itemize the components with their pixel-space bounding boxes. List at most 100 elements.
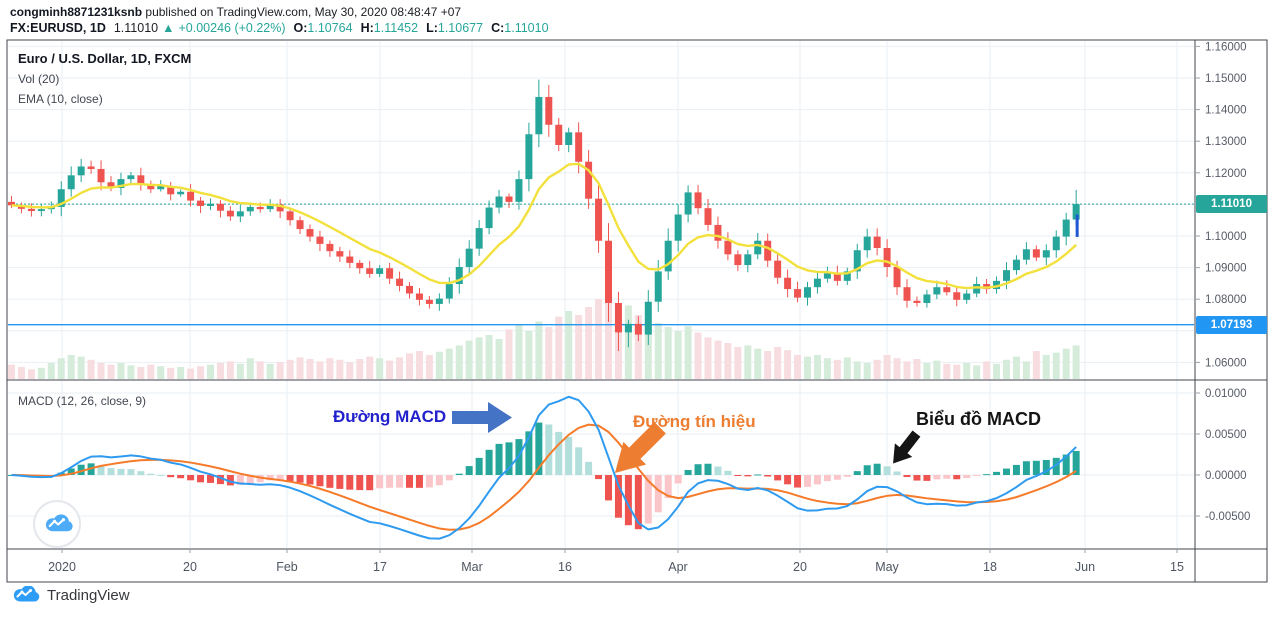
volume-bar — [216, 363, 224, 379]
candle-body — [595, 198, 603, 241]
candle-body — [1012, 259, 1020, 271]
macd-histogram-bar — [226, 475, 234, 486]
macd-histogram-bar — [883, 466, 891, 475]
volume-bar — [853, 361, 861, 379]
chart-legend-title[interactable]: Euro / U.S. Dollar, 1D, FXCM — [18, 51, 192, 66]
macd-axis-label: 0.01000 — [1205, 388, 1247, 400]
macd-histogram-bar — [495, 443, 503, 475]
legend-ema-indicator[interactable]: EMA (10, close) — [18, 92, 103, 106]
macd-histogram-bar — [326, 475, 334, 488]
candle-body — [1003, 270, 1010, 281]
candle-body — [187, 191, 195, 201]
candle-body — [346, 256, 354, 263]
volume-bar — [485, 335, 493, 379]
volume-bar — [525, 331, 533, 379]
macd-histogram-bar — [893, 471, 901, 475]
macd-histogram-bar — [316, 475, 324, 487]
volume-bar — [565, 311, 573, 379]
macd-histogram-bar — [774, 475, 782, 481]
time-axis-label: Mar — [461, 560, 483, 574]
annotation-macd-histogram: Biểu đồ MACD — [916, 409, 1041, 429]
macd-histogram — [8, 422, 1080, 530]
macd-histogram-bar — [903, 475, 911, 478]
volume-bar — [306, 359, 314, 379]
volume-bar — [276, 362, 284, 379]
volume-bar — [963, 363, 971, 379]
volume-bar — [87, 359, 95, 379]
symbol-info-bar: FX:EURUSD, 1D 1.11010 ▲ +0.00246 (+0.22%) O:… — [10, 21, 549, 35]
candle-body — [664, 240, 672, 272]
volume-bar — [923, 363, 931, 379]
macd-histogram-bar — [187, 475, 195, 481]
candle-body — [1052, 236, 1060, 251]
volume-bar — [147, 364, 155, 379]
candle-body — [1072, 204, 1080, 220]
volume-bar — [823, 358, 831, 379]
macd-pane-label[interactable]: MACD (12, 26, close, 9) — [18, 394, 147, 408]
macd-histogram-bar — [1032, 460, 1040, 475]
volume-bar — [316, 361, 324, 379]
up-arrow-icon: ▲ — [162, 21, 175, 35]
volume-bar — [764, 351, 772, 379]
candle-body — [336, 251, 344, 257]
candle-body — [117, 179, 125, 188]
volume-bar — [634, 315, 642, 379]
candle-body — [754, 240, 762, 255]
macd-histogram-bar — [565, 436, 573, 475]
tradingview-footer-link[interactable]: TradingView — [12, 586, 130, 604]
candle-body — [614, 302, 622, 333]
volume-bar — [77, 356, 85, 379]
time-axis-label: 15 — [1170, 560, 1184, 574]
legend-volume-indicator[interactable]: Vol (20) — [18, 72, 60, 86]
candle-body — [674, 214, 682, 241]
candle-body — [953, 292, 961, 300]
macd-axis[interactable]: 0.01000 0.00500 0.00000 -0.00500 — [1196, 388, 1250, 523]
macd-histogram-bar — [276, 475, 284, 481]
candle-body — [236, 211, 244, 217]
candle-body — [774, 260, 782, 278]
volume-bar — [495, 339, 503, 379]
time-axis-label: Feb — [276, 560, 298, 574]
macd-histogram-bar — [147, 473, 155, 475]
candlestick-series[interactable] — [8, 79, 1080, 352]
macd-histogram-bar — [664, 475, 672, 499]
volume-bar — [435, 351, 443, 379]
high-label: H: — [360, 21, 374, 35]
candle-body — [1042, 250, 1050, 258]
volume-bar — [575, 315, 583, 379]
volume-bar — [296, 357, 304, 379]
volume-bar — [27, 369, 35, 379]
macd-histogram-bar — [455, 473, 463, 475]
time-axis[interactable]: 2020 20 Feb 17 Mar 16 Apr 20 May 18 Jun 15 — [48, 549, 1184, 574]
volume-bar — [734, 347, 742, 379]
volume-bar — [953, 364, 961, 379]
open-value: 1.10764 — [307, 21, 353, 35]
volume-bar — [157, 366, 165, 379]
volume-bar — [97, 363, 105, 379]
macd-histogram-bar — [525, 431, 533, 475]
macd-histogram-bar — [207, 475, 214, 483]
volume-bar — [236, 363, 244, 379]
macd-histogram-bar — [555, 431, 563, 475]
candle-body — [216, 203, 224, 211]
price-axis[interactable]: 1.16000 1.15000 1.14000 1.13000 1.12000 1.100… — [1196, 41, 1247, 369]
volume-bar — [843, 357, 851, 379]
volume-bar — [863, 363, 871, 379]
last-price-axis-badge: 1.11010 — [1196, 195, 1267, 214]
macd-histogram-bar — [624, 475, 632, 526]
candle-body — [794, 289, 802, 298]
macd-histogram-bar — [1052, 457, 1060, 475]
volume-bar — [17, 367, 25, 379]
candle-body — [485, 207, 493, 229]
candle-body — [316, 236, 324, 244]
time-axis-label: 2020 — [48, 560, 76, 574]
macd-histogram-bar — [435, 475, 443, 486]
macd-histogram-bar — [595, 475, 603, 480]
candle-body — [714, 224, 722, 241]
candle-body — [973, 284, 981, 294]
macd-histogram-bar — [236, 475, 244, 485]
volume-bar — [813, 355, 821, 379]
volume-bar — [1052, 352, 1060, 379]
volume-bar — [67, 355, 75, 379]
